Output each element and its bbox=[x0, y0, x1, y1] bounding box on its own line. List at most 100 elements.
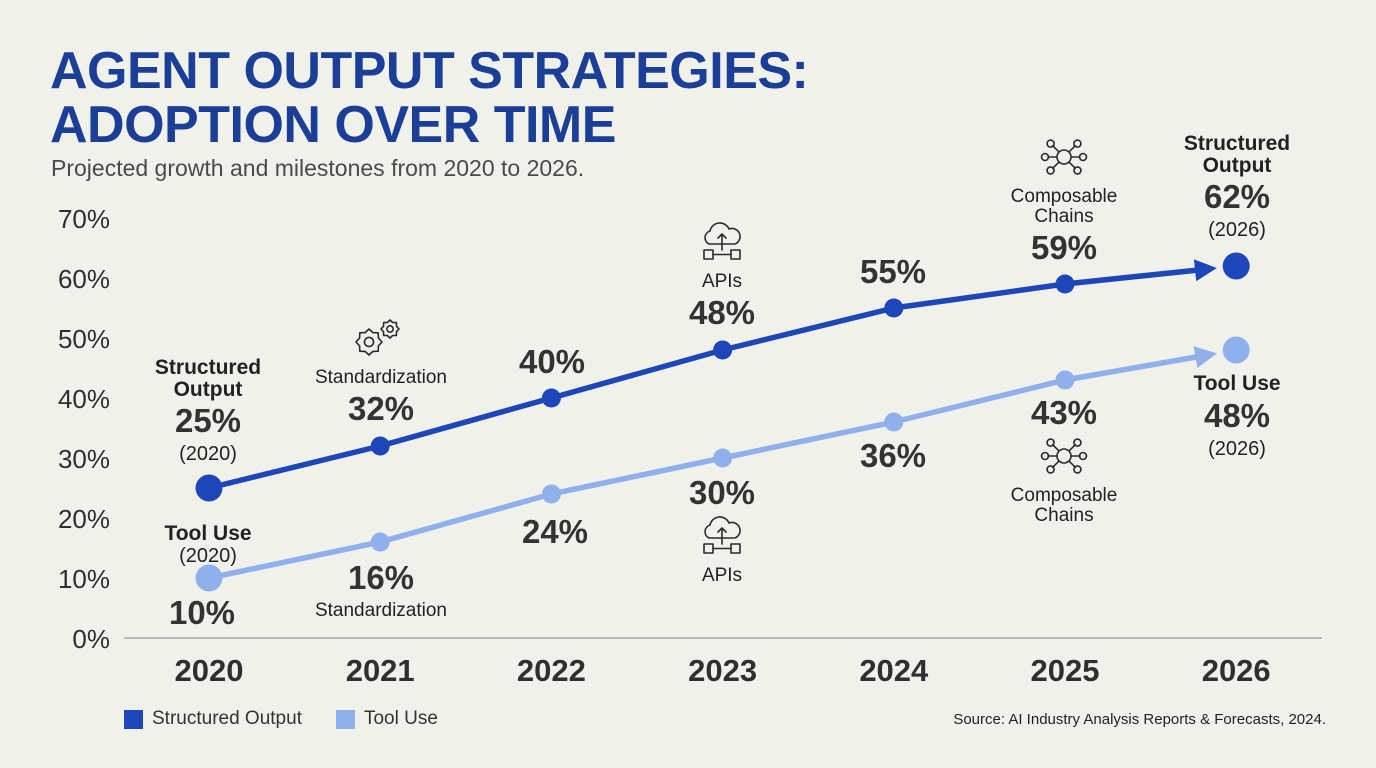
hub-link bbox=[1068, 144, 1077, 153]
milestone-label-composable-chains: Chains bbox=[1034, 206, 1093, 227]
data-label: 24% bbox=[522, 513, 588, 550]
hub-link bbox=[1051, 161, 1060, 170]
data-label: 16% bbox=[348, 559, 414, 596]
hub-node bbox=[1046, 166, 1055, 175]
hub-node bbox=[1046, 139, 1055, 148]
upload-arrow bbox=[717, 233, 727, 251]
data-label: 48% bbox=[689, 294, 755, 331]
hub-link bbox=[1051, 144, 1060, 153]
annotation-series-name: Output bbox=[174, 378, 243, 401]
gears-icon bbox=[355, 319, 400, 356]
annotation-year: (2020) bbox=[179, 545, 237, 567]
hub-node bbox=[1073, 465, 1082, 474]
y-tick-label: 10% bbox=[58, 564, 110, 594]
annotation-series-name: Tool Use bbox=[1193, 372, 1280, 395]
hub-network-icon bbox=[1040, 139, 1088, 175]
annotation-series-name: Structured bbox=[1184, 132, 1290, 155]
data-label: 40% bbox=[519, 343, 585, 380]
milestone-label-composable-chains: Composable bbox=[1011, 186, 1118, 207]
data-label: 55% bbox=[860, 253, 926, 290]
upload-arrow bbox=[717, 527, 727, 545]
data-label: 62% bbox=[1204, 178, 1270, 215]
data-label: 10% bbox=[169, 594, 235, 631]
legend-swatch-structured-output bbox=[124, 709, 143, 729]
x-tick-label: 2026 bbox=[1202, 653, 1271, 688]
y-tick-label: 60% bbox=[58, 264, 110, 294]
cloud-network-icon bbox=[703, 222, 741, 260]
hub-node bbox=[1073, 166, 1082, 175]
node-box bbox=[730, 543, 741, 554]
data-point-structured-output bbox=[541, 388, 561, 408]
data-point-structured-output bbox=[1055, 274, 1075, 294]
hub-link bbox=[1051, 443, 1060, 452]
data-point-tool-use bbox=[1055, 370, 1075, 390]
data-label: 43% bbox=[1031, 394, 1097, 431]
gear-hole bbox=[386, 325, 394, 333]
data-point-tool-use bbox=[884, 412, 904, 432]
milestone-label-standardization: Standardization bbox=[315, 367, 447, 388]
hub-center bbox=[1056, 448, 1072, 464]
annotation-series-name: Output bbox=[1203, 154, 1272, 177]
hub-node bbox=[1046, 438, 1055, 447]
hub-node bbox=[1040, 152, 1050, 162]
data-point-structured-output bbox=[370, 436, 390, 456]
hub-link bbox=[1068, 460, 1077, 469]
y-tick-label: 0% bbox=[72, 624, 110, 654]
data-point-structured-output bbox=[195, 474, 223, 502]
hub-link bbox=[1068, 161, 1077, 170]
chart-title-line-1: AGENT OUTPUT STRATEGIES: bbox=[50, 42, 809, 100]
hub-node bbox=[1046, 465, 1055, 474]
data-point-tool-use bbox=[541, 484, 561, 504]
y-tick-label: 30% bbox=[58, 444, 110, 474]
data-label: 36% bbox=[860, 437, 926, 474]
cloud-shape bbox=[704, 516, 741, 539]
chart-subtitle: Projected growth and milestones from 202… bbox=[51, 155, 585, 181]
legend-item-tool-use: Tool Use bbox=[335, 708, 438, 730]
data-point-tool-use bbox=[195, 564, 223, 592]
y-tick-label: 50% bbox=[58, 324, 110, 354]
milestone-label-composable-chains: Chains bbox=[1034, 505, 1093, 526]
annotation-year: (2026) bbox=[1208, 438, 1266, 460]
milestone-label-standardization: Standardization bbox=[315, 600, 447, 621]
legend-label-tool-use: Tool Use bbox=[363, 708, 438, 729]
milestone-label-composable-chains: Composable bbox=[1011, 485, 1118, 506]
data-label: 48% bbox=[1204, 397, 1270, 434]
annotation-year: (2026) bbox=[1208, 219, 1266, 241]
y-tick-label: 40% bbox=[58, 384, 110, 414]
data-point-structured-output bbox=[1222, 252, 1250, 280]
x-tick-label: 2025 bbox=[1031, 653, 1100, 688]
legend-swatch-tool-use bbox=[335, 709, 355, 729]
hub-network-icon bbox=[1040, 438, 1088, 474]
data-label: 32% bbox=[348, 390, 414, 427]
milestone-label-apis: APIs bbox=[702, 565, 742, 586]
gear-hole bbox=[363, 336, 375, 348]
x-tick-label: 2022 bbox=[517, 653, 586, 688]
cloud-network-icon bbox=[703, 516, 741, 554]
hub-link bbox=[1051, 460, 1060, 469]
hub-link bbox=[1068, 443, 1077, 452]
y-tick-label: 70% bbox=[58, 204, 110, 234]
x-tick-label: 2020 bbox=[175, 653, 244, 688]
data-label: 25% bbox=[175, 402, 241, 439]
hub-node bbox=[1078, 451, 1088, 461]
node-box bbox=[703, 543, 714, 554]
data-point-tool-use bbox=[713, 448, 733, 468]
gear-shape bbox=[355, 328, 383, 356]
data-point-structured-output bbox=[713, 340, 733, 360]
node-box bbox=[703, 249, 714, 260]
hub-node bbox=[1040, 451, 1050, 461]
x-tick-label: 2021 bbox=[346, 653, 415, 688]
source-note: Source: AI Industry Analysis Reports & F… bbox=[953, 711, 1326, 728]
annotation-year: (2020) bbox=[179, 443, 237, 465]
legend-item-structured-output: Structured Output bbox=[124, 708, 302, 730]
legend-label-structured-output: Structured Output bbox=[152, 708, 302, 729]
hub-node bbox=[1073, 438, 1082, 447]
hub-node bbox=[1073, 139, 1082, 148]
gear-shape bbox=[380, 319, 400, 339]
data-point-structured-output bbox=[884, 298, 904, 318]
chart-title-line-2: ADOPTION OVER TIME bbox=[50, 96, 616, 154]
y-tick-label: 20% bbox=[58, 504, 110, 534]
data-label: 59% bbox=[1031, 229, 1097, 266]
cloud-shape bbox=[704, 222, 741, 245]
x-tick-label: 2023 bbox=[688, 653, 757, 688]
